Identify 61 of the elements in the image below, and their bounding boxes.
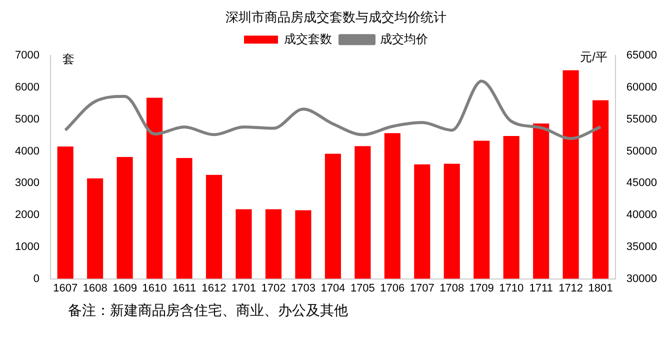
bar	[474, 140, 490, 279]
bar	[384, 133, 400, 279]
x-tick-label: 1708	[440, 282, 464, 294]
bar	[57, 146, 74, 279]
bar	[236, 209, 252, 279]
y-tick-label: 2000	[14, 209, 40, 222]
bar	[533, 124, 550, 279]
y2-tick-label: 45000	[626, 177, 658, 190]
bar	[324, 154, 341, 279]
legend-label: 成交均价	[380, 32, 428, 46]
x-tick-label: 1801	[588, 282, 613, 294]
y-axis-title: 套	[62, 52, 74, 66]
x-tick-label: 1607	[53, 282, 78, 294]
y-tick-label: 6000	[14, 82, 40, 94]
bar	[176, 158, 192, 279]
y-tick-label: 4000	[14, 145, 40, 158]
y2-tick-label: 40000	[626, 209, 658, 222]
line-series	[64, 80, 602, 140]
bar	[562, 70, 579, 279]
x-tick-label: 1704	[320, 282, 346, 294]
bar	[87, 178, 104, 279]
x-tick-label: 1611	[172, 282, 196, 294]
x-tick-label: 1609	[112, 282, 138, 294]
x-tick-label: 1705	[350, 282, 375, 294]
y2-axis-title: 元/平	[580, 50, 608, 64]
bar	[444, 164, 460, 279]
x-tick-label: 1711	[529, 282, 553, 294]
legend-label: 成交套数	[284, 32, 332, 46]
bar	[265, 209, 282, 279]
x-tick-label: 1612	[202, 282, 226, 294]
y2-tick-label: 30000	[626, 272, 658, 285]
y-tick-label: 1000	[14, 240, 40, 253]
x-tick-label: 1710	[499, 282, 524, 294]
y2-tick-label: 65000	[626, 50, 658, 62]
bar	[354, 146, 371, 279]
y2-tick-label: 35000	[626, 240, 658, 253]
x-tick-label: 1610	[142, 282, 167, 294]
bar	[503, 136, 520, 279]
x-tick-label: 1709	[469, 282, 494, 294]
bar	[146, 98, 163, 279]
bar	[295, 210, 312, 279]
bar	[414, 164, 430, 279]
x-tick-label: 1712	[558, 282, 584, 294]
text: 备注：新建商品房含住宅、商业、办公及其他	[68, 302, 349, 320]
bar	[592, 100, 609, 279]
x-tick-label: 1706	[380, 282, 405, 294]
chart-title: 深圳市商品房成交套数与成交均价统计	[226, 9, 446, 24]
x-tick-label: 1701	[232, 282, 256, 294]
bar	[206, 174, 222, 279]
y-tick-label: 7000	[14, 50, 40, 62]
y2-tick-label: 55000	[626, 113, 658, 126]
x-tick-label: 1702	[261, 282, 286, 294]
x-tick-label: 1608	[82, 282, 108, 294]
x-tick-label: 1707	[410, 282, 434, 294]
x-tick-label: 1703	[290, 282, 316, 294]
y-tick-label: 5000	[14, 113, 40, 126]
y-tick-label: 0	[33, 272, 40, 285]
bar	[116, 156, 133, 279]
y2-tick-label: 50000	[626, 145, 658, 158]
y-tick-label: 3000	[14, 177, 40, 190]
y2-tick-label: 60000	[626, 82, 658, 94]
